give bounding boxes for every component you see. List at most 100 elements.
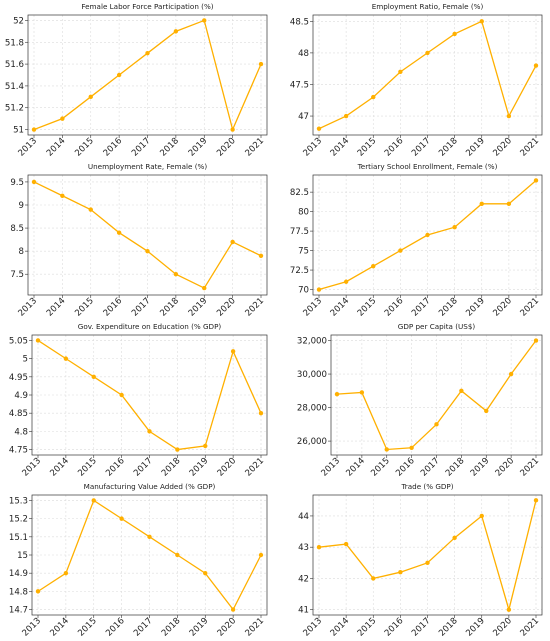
chart-title: Female Labor Force Participation (%) (81, 2, 213, 11)
y-tick-label: 47.5 (290, 80, 309, 90)
y-tick-label: 42 (298, 574, 309, 584)
y-tick-label: 41 (298, 606, 309, 616)
data-point (409, 445, 414, 450)
x-tick-label: 2016 (102, 296, 125, 319)
x-tick-label: 2016 (394, 456, 417, 479)
x-tick-label: 2015 (76, 616, 99, 639)
x-tick-label: 2019 (464, 136, 487, 159)
data-point (91, 374, 96, 380)
x-tick-label: 2018 (444, 456, 467, 479)
y-tick-label: 51.6 (5, 60, 24, 70)
data-point (173, 272, 179, 277)
x-tick-label: 2014 (48, 456, 71, 479)
data-point (479, 201, 484, 207)
data-point (506, 607, 512, 612)
y-tick-label: 77.5 (290, 227, 309, 237)
chart-panel-education-expenditure: Gov. Expenditure on Education (% GDP) 4.7… (0, 320, 275, 480)
x-tick-label: 2021 (519, 616, 542, 639)
x-tick-label: 2013 (302, 296, 325, 319)
data-point (203, 443, 208, 449)
y-tick-label: 51.4 (5, 82, 24, 92)
x-tick-label: 2021 (519, 456, 542, 479)
data-point (202, 285, 207, 291)
data-point (63, 570, 69, 576)
data-point (91, 498, 96, 503)
y-tick-label: 15.3 (9, 496, 28, 506)
x-tick-label: 2019 (188, 456, 211, 479)
data-point (60, 193, 65, 198)
data-point (371, 263, 376, 269)
data-point (398, 248, 403, 253)
x-tick-label: 2018 (437, 616, 460, 639)
chart-panel-female-labor-force: Female Labor Force Participation (%) 51 51… (0, 0, 275, 160)
chart-title: Tertiary School Enrollment, Female (%) (357, 162, 498, 171)
x-tick-label: 2021 (244, 616, 267, 639)
x-tick-label: 2014 (329, 136, 352, 159)
x-tick-label: 2018 (437, 296, 460, 319)
y-tick-label: 9 (19, 201, 24, 211)
data-point (147, 534, 152, 540)
data-point (35, 589, 41, 594)
data-point (533, 498, 539, 503)
chart-svg: GDP per Capita (US$) 26,000 28,000 30,000 32… (297, 322, 543, 479)
data-point (230, 239, 235, 245)
data-point (147, 429, 152, 434)
chart-title: Manufacturing Value Added (% GDP) (84, 482, 216, 491)
data-point (359, 390, 365, 395)
chart-svg: Gov. Expenditure on Education (% GDP) 4.7… (9, 322, 268, 479)
data-point (203, 570, 208, 576)
data-point (119, 392, 124, 398)
x-tick-label: 2017 (130, 136, 153, 159)
chart-panel-trade: Trade (% GDP) 41 42 43 44 2013 2014 2015 2016 201… (275, 480, 550, 640)
y-tick-label: 15.1 (9, 533, 28, 543)
y-tick-label: 14.8 (9, 587, 28, 597)
chart-svg: Female Labor Force Participation (%) 51 51… (5, 2, 268, 159)
x-tick-label: 2015 (73, 296, 96, 319)
x-tick-label: 2020 (491, 616, 514, 639)
x-tick-label: 2015 (356, 616, 379, 639)
data-point (175, 552, 180, 558)
x-tick-label: 2014 (45, 296, 68, 319)
y-tick-label: 5.05 (9, 336, 28, 346)
data-point (398, 569, 403, 575)
chart-panel-manufacturing-value-added: Manufacturing Value Added (% GDP) 14.7 14.… (0, 480, 275, 640)
data-point (145, 248, 150, 254)
data-point (31, 127, 37, 132)
data-point (506, 201, 512, 207)
x-tick-label: 2015 (356, 296, 379, 319)
x-tick-label: 2019 (188, 616, 211, 639)
chart-title: Employment Ratio, Female (%) (372, 2, 484, 11)
x-tick-label: 2015 (76, 456, 99, 479)
data-point (116, 72, 122, 78)
chart-panel-employment-ratio: Employment Ratio, Female (%) 47 47.5 48 48.5… (275, 0, 550, 160)
data-point (459, 388, 464, 394)
y-tick-label: 70 (298, 286, 309, 296)
data-point (425, 560, 430, 566)
x-tick-label: 2014 (45, 136, 68, 159)
data-point (452, 535, 457, 541)
x-tick-label: 2017 (410, 296, 433, 319)
data-point (343, 113, 349, 119)
data-point (88, 207, 93, 212)
data-point (230, 349, 236, 354)
x-tick-label: 2018 (158, 296, 181, 319)
data-point (258, 410, 264, 416)
x-tick-label: 2014 (344, 456, 367, 479)
data-point (119, 516, 124, 521)
x-tick-label: 2020 (491, 136, 514, 159)
x-tick-label: 2014 (329, 296, 352, 319)
chart-svg: Manufacturing Value Added (% GDP) 14.7 14.… (9, 482, 268, 639)
data-point (63, 356, 69, 361)
y-tick-label: 51 (13, 126, 24, 136)
data-point (116, 230, 122, 235)
x-tick-label: 2013 (17, 136, 40, 159)
y-tick-label: 47 (298, 112, 309, 122)
data-point (35, 338, 41, 343)
data-point (334, 391, 340, 397)
chart-panel-unemployment-rate: Unemployment Rate, Female (%) 7.5 8 8.5 9 9.5… (0, 160, 275, 320)
x-tick-label: 2017 (132, 456, 155, 479)
x-tick-label: 2013 (21, 616, 44, 639)
x-tick-label: 2017 (410, 136, 433, 159)
y-tick-label: 14.7 (9, 606, 28, 616)
data-point (31, 179, 37, 185)
